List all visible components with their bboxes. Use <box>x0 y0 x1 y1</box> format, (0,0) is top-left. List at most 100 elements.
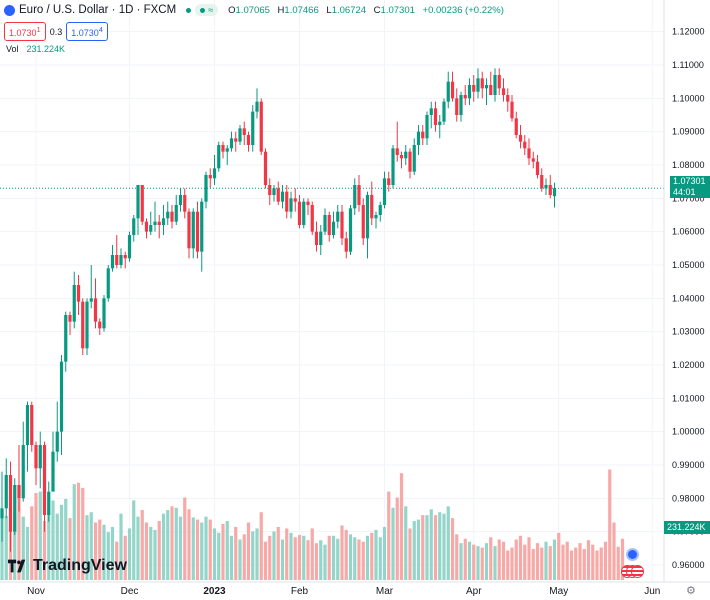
candle <box>191 208 195 259</box>
volume-bar <box>0 510 4 580</box>
candle <box>200 198 204 272</box>
candle-body <box>81 301 85 349</box>
volume-bar <box>178 516 183 580</box>
candle-body <box>506 95 510 102</box>
volume-bar <box>433 515 438 580</box>
volume-bar <box>276 526 280 580</box>
volume-bar <box>391 507 395 580</box>
candle <box>93 278 98 329</box>
candle <box>4 458 8 519</box>
time-axis: Nov Dec 2023 Feb Mar Apr May Jun <box>0 581 710 597</box>
candle <box>348 205 353 255</box>
volume-bar <box>38 491 42 580</box>
buy-button[interactable]: 1.07304 <box>66 22 108 41</box>
candle <box>535 155 540 179</box>
volume-bar <box>55 513 59 580</box>
candle-body <box>47 491 51 515</box>
candle-body <box>263 151 268 185</box>
candle <box>123 251 127 269</box>
volume-bar <box>13 513 17 580</box>
us-flag-icon[interactable] <box>631 565 644 578</box>
candle <box>208 168 212 189</box>
candle-body <box>353 185 357 209</box>
market-status-toggle[interactable]: ≈ <box>195 4 219 16</box>
volume-bar <box>527 537 531 580</box>
volume-bar <box>365 535 370 580</box>
candle <box>144 218 149 239</box>
time-tick-label: Apr <box>466 586 482 597</box>
volume-bar <box>540 547 544 580</box>
close-value: 1.07301 <box>380 4 415 16</box>
volume-bar <box>506 550 510 580</box>
volume-bar <box>64 498 68 580</box>
candle <box>21 421 25 502</box>
volume-bar <box>72 484 76 580</box>
candle-body <box>195 211 200 252</box>
tradingview-logo[interactable]: TradingView <box>8 557 127 575</box>
candle <box>489 71 493 95</box>
settings-icon[interactable]: ⚙ <box>686 585 696 597</box>
volume-bar <box>132 500 136 580</box>
candle-body <box>293 198 297 202</box>
dividend-event-icon[interactable] <box>626 548 639 561</box>
candle <box>510 95 514 122</box>
candle <box>357 175 361 212</box>
candle <box>378 201 382 222</box>
candle <box>242 121 246 145</box>
candle <box>331 211 336 239</box>
candle <box>523 135 527 155</box>
volume-bar <box>446 506 450 580</box>
candle-body <box>229 138 234 149</box>
candle-body <box>523 141 527 149</box>
volume-bar <box>459 543 463 580</box>
candle-body <box>21 445 25 499</box>
volume-bar <box>297 535 302 580</box>
candle <box>412 138 416 175</box>
time-tick-label: May <box>549 586 568 597</box>
volume-bar <box>144 522 149 580</box>
candle-body <box>119 255 123 265</box>
volume-bar <box>408 528 412 580</box>
sell-button[interactable]: 1.07301 <box>4 22 46 41</box>
candle <box>127 231 132 262</box>
symbol-title[interactable]: Euro / U.S. Dollar · 1D · FXCM <box>19 4 177 16</box>
candle-body <box>497 75 501 89</box>
high-value: 1.07466 <box>284 4 319 16</box>
candle <box>493 68 497 102</box>
volume-bar <box>586 540 591 580</box>
candle <box>246 131 251 152</box>
candle-body <box>59 361 64 432</box>
low-value: 1.06724 <box>331 4 367 16</box>
volume-legend[interactable]: Vol 231.224K <box>6 44 65 54</box>
candle <box>391 145 395 189</box>
volume-bar <box>4 515 8 580</box>
candle <box>361 198 365 245</box>
volume-bars <box>0 469 625 580</box>
candle-body <box>212 168 217 179</box>
volume-bar <box>361 541 365 580</box>
volume-bar <box>616 546 620 580</box>
open-label: O <box>228 4 236 16</box>
candle <box>76 275 81 315</box>
time-tick-label: Nov <box>27 586 45 597</box>
candle <box>225 145 229 165</box>
bar-countdown: 44:01 <box>673 187 696 197</box>
candle-body <box>259 101 263 152</box>
candle <box>442 98 446 125</box>
candle <box>497 68 501 95</box>
buy-price-superscript: 4 <box>98 25 103 34</box>
price-tick-label: 1.02000 <box>672 360 705 370</box>
low-label: L <box>326 4 332 16</box>
candle <box>433 101 438 132</box>
volume-bar <box>272 531 276 580</box>
candle-body <box>102 298 106 329</box>
spread-value: 0.3 <box>49 26 63 37</box>
volume-bar <box>518 535 523 580</box>
volume-bar <box>136 516 140 580</box>
candle <box>527 138 531 165</box>
candle-body <box>140 185 144 222</box>
candle <box>59 355 64 455</box>
price-tick-label: 1.05000 <box>672 260 705 270</box>
volume-bar <box>259 512 263 580</box>
